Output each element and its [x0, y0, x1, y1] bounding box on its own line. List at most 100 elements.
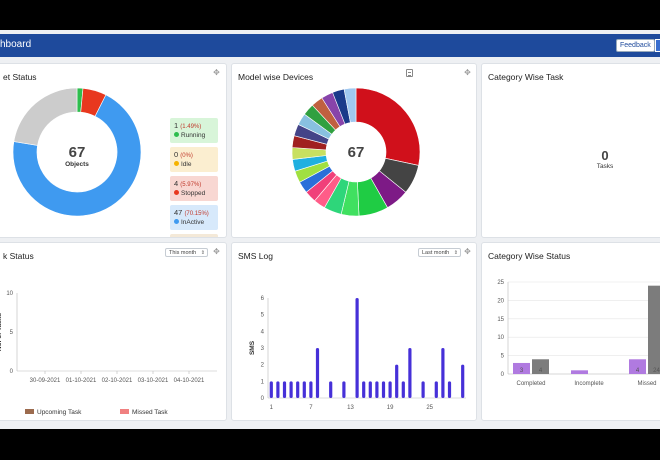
x-tick-label: 19 [387, 405, 394, 411]
y-tick-label: 15 [497, 317, 504, 323]
legend-missed-task[interactable]: Missed Task [120, 409, 168, 416]
category-bar[interactable] [571, 370, 588, 374]
y-axis-title: SMS [249, 340, 256, 355]
sms-bar[interactable] [289, 381, 293, 398]
category-bar[interactable] [648, 285, 660, 374]
legend-count: 0 (0%) [174, 150, 193, 159]
category-status-title: Category Wise Status [488, 251, 571, 261]
model-center-value: 67 [347, 144, 365, 161]
legend-label: Idle [174, 161, 214, 168]
sms-bar[interactable] [315, 348, 320, 398]
category-bar[interactable] [513, 362, 530, 374]
category-task-value: 0 [601, 148, 609, 163]
legend-swatch [25, 409, 34, 414]
y-tick-label: 1 [261, 379, 265, 385]
y-tick-label: 0 [501, 372, 505, 378]
asset-status-title: et Status [3, 72, 37, 82]
slice-inactive[interactable] [12, 94, 142, 217]
status-legend-running[interactable]: 1 (1.49%) Running [170, 118, 218, 143]
move-icon[interactable]: ✥ [213, 247, 220, 256]
y-tick-label: 2 [261, 363, 265, 369]
sms-bar[interactable] [434, 381, 438, 398]
sms-bar[interactable] [461, 364, 465, 398]
sms-bar[interactable] [408, 348, 412, 398]
sms-bar[interactable] [368, 381, 372, 398]
x-tick-label: Completed [516, 381, 545, 387]
sms-period-select-label: Last month [422, 250, 450, 256]
donut-slice[interactable] [343, 87, 357, 123]
data-label: 24 [653, 368, 660, 374]
asset-status-donut [12, 87, 142, 217]
status-legend-idle[interactable]: 0 (0%) Idle [170, 147, 218, 172]
screen-bottom-band [0, 429, 660, 460]
sms-bar[interactable] [302, 381, 306, 398]
move-icon[interactable]: ✥ [464, 68, 471, 77]
x-tick-label: 1 [270, 405, 274, 411]
y-axis-title: No. of Tasks [0, 313, 3, 352]
legend-label: Running [174, 132, 214, 139]
status-legend-stopped[interactable]: 4 (5.97%) Stopped [170, 176, 218, 201]
y-tick-label: 5 [261, 313, 265, 319]
donut-slice[interactable] [355, 87, 421, 166]
sms-bar[interactable] [401, 381, 405, 398]
sms-bar[interactable] [375, 381, 379, 398]
y-tick-label: 20 [497, 298, 504, 304]
sms-bar[interactable] [296, 381, 300, 398]
header-menu-button[interactable] [655, 39, 660, 52]
move-icon[interactable]: ✥ [464, 247, 471, 256]
legend-count: 1 (1.49%) [174, 121, 202, 130]
task-period-select-label: This month [169, 250, 197, 256]
y-tick-label: 6 [261, 296, 265, 302]
sms-bar[interactable] [447, 381, 452, 398]
task-period-select[interactable]: This month ⇕ [165, 248, 208, 257]
data-label: 4 [539, 368, 543, 374]
sms-bar[interactable] [395, 364, 399, 398]
x-tick-label: 30-09-2021 [30, 378, 61, 384]
category-bar[interactable] [532, 359, 549, 374]
sms-bar[interactable] [276, 381, 280, 398]
asset-status-card: et Status ✥ 67 Objects 1 (1.49%) Running… [0, 63, 227, 238]
sms-bar[interactable] [362, 381, 366, 398]
model-devices-donut [291, 87, 421, 217]
category-bar[interactable] [629, 359, 646, 374]
sms-bar[interactable] [282, 381, 287, 398]
sms-period-select[interactable]: Last month ⇕ [418, 248, 461, 257]
slice-no-data[interactable] [13, 87, 78, 146]
sms-bar[interactable] [269, 381, 273, 398]
sms-log-chart: 012345617131925DaysSMS [249, 296, 466, 411]
sms-bar[interactable] [329, 381, 333, 398]
y-tick-label: 4 [261, 329, 265, 335]
y-tick-label: 5 [10, 330, 14, 336]
x-tick-label: Missed [637, 381, 656, 387]
legend-count: 4 (5.97%) [174, 179, 202, 188]
status-dot-icon [174, 161, 179, 166]
x-tick-label: 13 [347, 405, 354, 411]
sms-bar[interactable] [342, 381, 346, 398]
legend-upcoming-task[interactable]: Upcoming Task [25, 409, 81, 416]
sms-log-title: SMS Log [238, 251, 273, 261]
data-label: 3 [520, 368, 524, 374]
x-tick-label: Incomplete [574, 381, 604, 387]
sms-bar[interactable] [441, 348, 445, 398]
sms-bar[interactable] [388, 381, 392, 398]
feedback-button[interactable]: Feedback [616, 39, 655, 52]
x-tick-label: 25 [426, 405, 433, 411]
x-tick-label: 02-10-2021 [102, 378, 133, 384]
status-legend-inactive[interactable]: 47 (70.15%) InActive [170, 205, 218, 230]
sms-bar[interactable] [421, 381, 425, 398]
category-task-title: Category Wise Task [488, 72, 564, 82]
move-icon[interactable]: ✥ [213, 68, 220, 77]
status-legend-no-data[interactable]: 15 (22.39%) No Data [170, 234, 218, 237]
y-tick-label: 0 [261, 396, 265, 402]
legend-label: Upcoming Task [37, 409, 82, 416]
category-task-card: Category Wise Task 0 Tasks [481, 63, 660, 238]
sms-bar[interactable] [309, 381, 313, 398]
app-header: hboard Feedback [0, 34, 660, 57]
category-status-card: Category Wise Status 0 5 10 15 20 25 3 4 Complet… [481, 242, 660, 421]
sms-log-card: SMS Log Last month⇕ ✥ 012345617131925Day… [231, 242, 477, 421]
sms-bar[interactable] [355, 298, 359, 398]
category-status-chart: 0 5 10 15 20 25 3 4 Completed Incomplete 4 24 Missed [497, 280, 660, 387]
export-icon[interactable] [406, 69, 413, 77]
sms-bar[interactable] [381, 381, 386, 398]
screen-top-band [0, 0, 660, 30]
